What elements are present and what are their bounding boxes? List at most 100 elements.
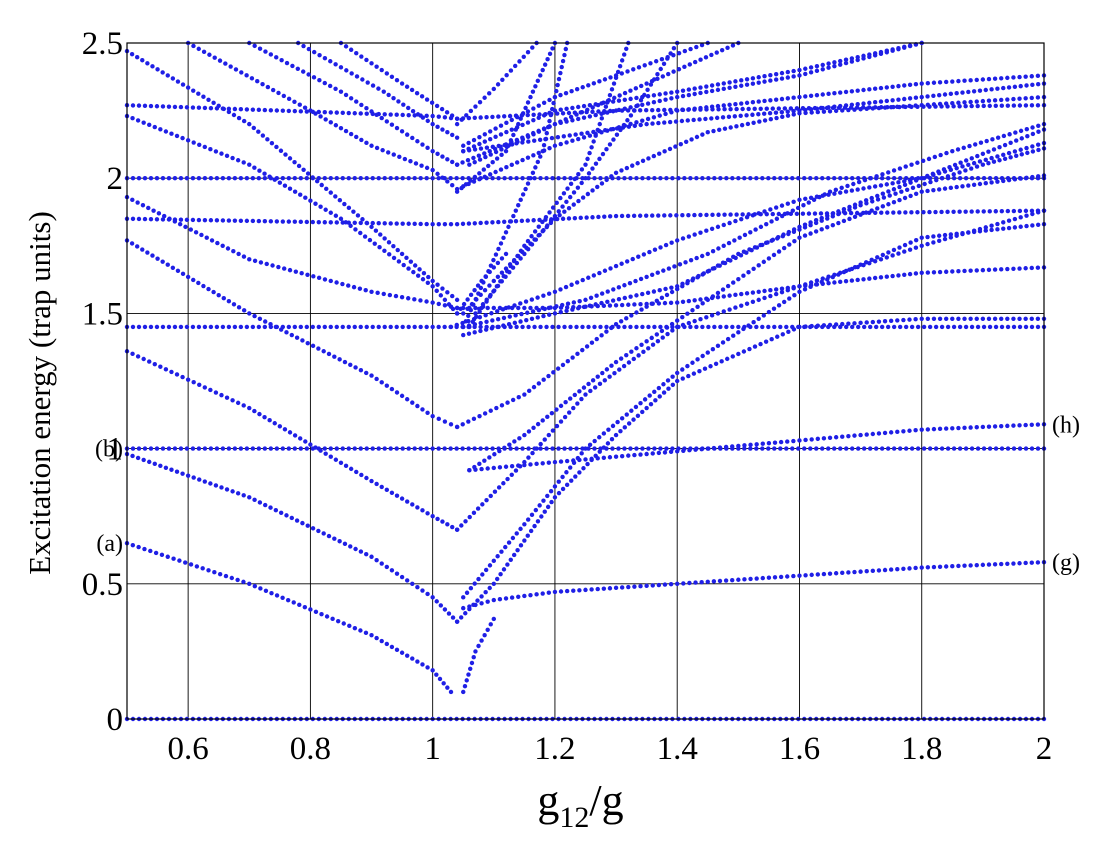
data-point	[956, 100, 961, 105]
data-point	[636, 353, 641, 358]
data-point	[580, 195, 586, 200]
data-point	[346, 205, 352, 211]
data-point	[709, 52, 714, 58]
data-point	[700, 253, 705, 259]
data-point	[628, 294, 633, 299]
data-point	[503, 464, 509, 469]
data-point	[333, 86, 338, 92]
data-point	[289, 332, 294, 338]
data-point	[644, 339, 649, 344]
data-point	[560, 204, 565, 209]
data-point	[719, 47, 725, 53]
data-point	[748, 176, 753, 181]
data-point	[507, 270, 512, 275]
data-point	[518, 526, 523, 532]
data-point	[962, 268, 967, 274]
data-point	[820, 193, 825, 198]
data-point	[886, 202, 891, 207]
data-point	[633, 86, 639, 91]
data-point	[903, 446, 909, 451]
data-point	[1005, 446, 1011, 451]
data-point	[536, 224, 541, 229]
data-point	[962, 316, 967, 322]
data-point	[784, 446, 789, 451]
data-point	[491, 265, 496, 270]
data-point	[482, 288, 488, 293]
data-point	[634, 176, 639, 181]
data-point	[656, 582, 662, 588]
data-series-curve	[461, 40, 710, 148]
data-point	[430, 221, 435, 227]
data-point	[332, 354, 337, 359]
data-point	[201, 283, 206, 289]
data-point	[907, 178, 913, 183]
data-point	[686, 234, 692, 239]
data-point	[975, 153, 980, 159]
data-point	[951, 209, 956, 214]
data-point	[263, 319, 268, 324]
data-point	[517, 59, 522, 64]
data-point	[369, 373, 374, 378]
data-point	[370, 220, 375, 226]
data-point	[1023, 560, 1028, 566]
data-point	[843, 268, 849, 274]
data-point	[568, 465, 573, 470]
data-point	[466, 672, 471, 677]
data-point	[991, 159, 997, 164]
data-point	[495, 283, 501, 289]
data-point	[791, 74, 796, 79]
data-point	[1035, 142, 1041, 147]
data-series-curve	[461, 221, 1047, 600]
data-point	[966, 230, 971, 235]
data-point	[172, 324, 178, 330]
data-point	[680, 367, 685, 372]
data-point	[358, 549, 364, 554]
data-point	[399, 650, 405, 655]
data-point	[1011, 103, 1017, 108]
data-point	[644, 274, 649, 280]
data-point	[791, 95, 796, 100]
data-point	[657, 288, 662, 293]
data-point	[269, 140, 275, 146]
data-point	[855, 88, 860, 93]
data-point	[774, 115, 779, 121]
data-point	[552, 311, 558, 316]
data-point	[690, 308, 695, 313]
data-point	[767, 111, 773, 116]
data-point	[301, 69, 306, 74]
data-point	[388, 176, 393, 181]
data-point	[692, 298, 697, 303]
data-point	[715, 224, 721, 230]
data-point	[919, 316, 924, 322]
data-point	[292, 433, 298, 438]
data-point	[999, 324, 1005, 330]
data-point	[721, 81, 726, 86]
data-point	[864, 432, 869, 437]
data-point	[537, 232, 542, 238]
data-point	[160, 176, 166, 181]
data-point	[538, 324, 543, 330]
data-point	[540, 148, 545, 154]
data-point	[1006, 85, 1012, 90]
data-point	[692, 59, 698, 65]
data-point	[830, 222, 836, 228]
data-point	[445, 179, 450, 184]
data-point	[682, 48, 688, 54]
data-point	[963, 446, 969, 451]
data-point	[175, 79, 181, 84]
data-point	[197, 477, 202, 482]
data-point	[283, 152, 288, 157]
data-point	[950, 426, 955, 431]
data-point	[208, 176, 214, 181]
data-point	[391, 255, 397, 261]
data-point	[840, 321, 845, 327]
data-point	[492, 452, 497, 457]
data-point	[256, 218, 262, 224]
data-point	[247, 581, 252, 586]
data-point	[496, 176, 501, 181]
data-point	[742, 446, 747, 451]
data-point	[736, 330, 741, 335]
data-point	[826, 91, 831, 97]
data-point	[780, 332, 785, 337]
data-point	[827, 322, 833, 328]
